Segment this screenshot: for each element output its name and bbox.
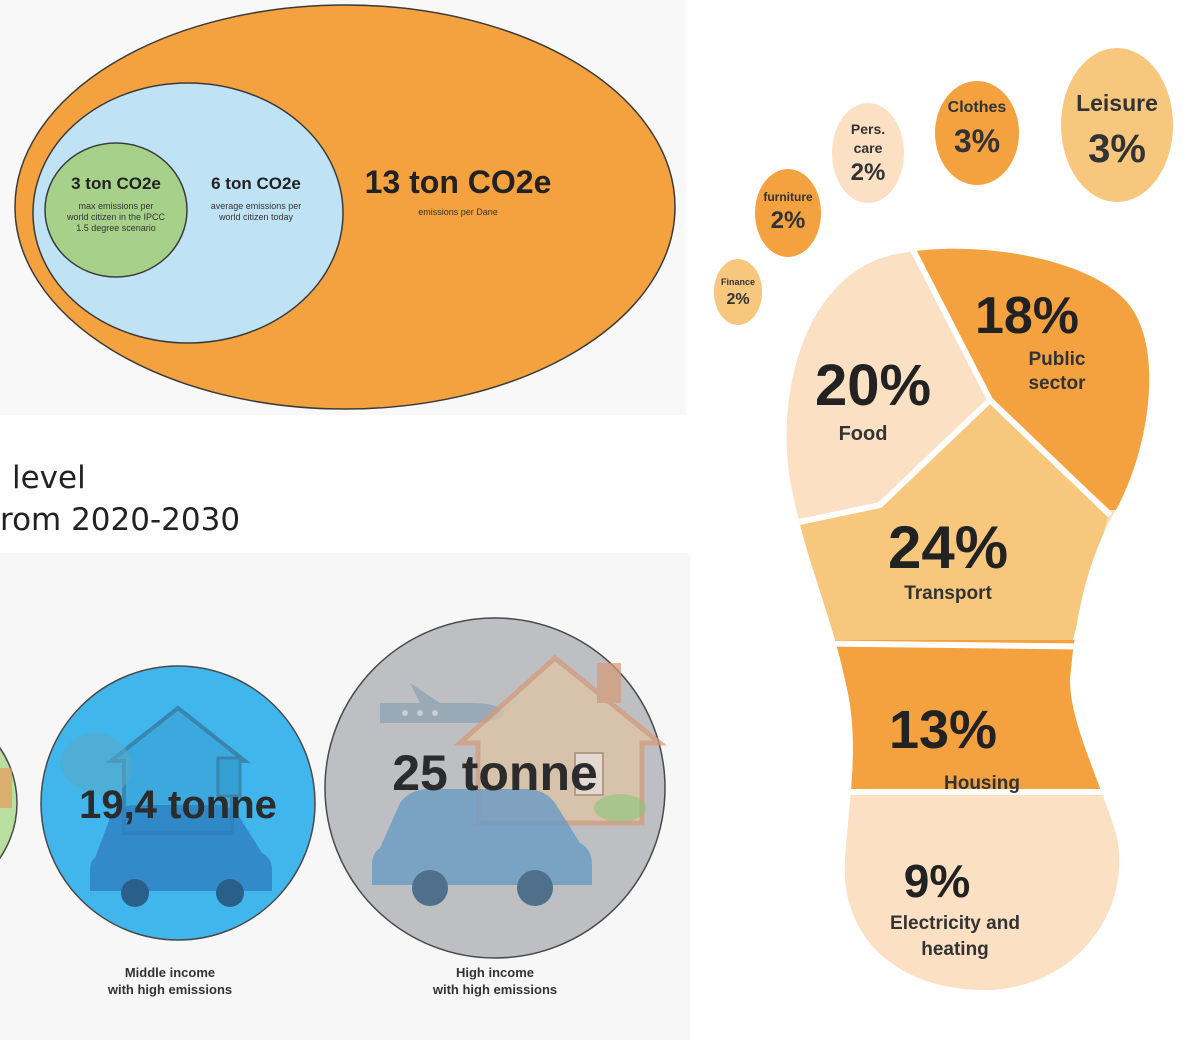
transport-pct: 24% bbox=[888, 514, 1008, 581]
electricity-pct: 9% bbox=[904, 855, 970, 907]
middle-income-value: 19,4 tonne bbox=[79, 783, 277, 827]
footprint-diagram: Finance 2% furniture 2% Pers. care 2% Cl… bbox=[690, 0, 1201, 1040]
public-sector-label-1: Public bbox=[1028, 349, 1085, 370]
outer-desc-1: emissions per Dane bbox=[418, 207, 498, 217]
toe-furniture: furniture 2% bbox=[755, 169, 821, 257]
transport-label: Transport bbox=[904, 583, 992, 604]
toe-finance: Finance 2% bbox=[714, 259, 762, 325]
housing-pct: 13% bbox=[889, 700, 997, 760]
toe-pers-care-label-2: care bbox=[854, 140, 883, 156]
toe-leisure-label: Leisure bbox=[1076, 90, 1158, 116]
tree-icon bbox=[60, 732, 132, 796]
inner-desc-3: 1.5 degree scenario bbox=[76, 223, 156, 233]
toe-pers-care-pct: 2% bbox=[851, 159, 886, 186]
divider bbox=[786, 639, 1150, 651]
high-income-value: 25 tonne bbox=[392, 745, 598, 801]
toe-furniture-pct: 2% bbox=[771, 207, 806, 234]
toe-leisure: Leisure 3% bbox=[1061, 48, 1173, 202]
middle-income-label-1: Middle income bbox=[125, 965, 215, 980]
high-income-label-2: with high emissions bbox=[432, 982, 557, 997]
public-sector-pct: 18% bbox=[975, 287, 1079, 345]
toe-clothes: Clothes 3% bbox=[935, 81, 1019, 185]
toe-pers-care: Pers. care 2% bbox=[832, 103, 904, 203]
public-sector-label-2: sector bbox=[1028, 373, 1086, 394]
toe-finance-pct: 2% bbox=[726, 291, 749, 308]
middle-income-label-2: with high emissions bbox=[107, 982, 232, 997]
car-icon bbox=[372, 789, 592, 906]
housing-label: Housing bbox=[944, 773, 1020, 794]
caption-fragment: level rom 2020-2030 bbox=[0, 440, 686, 550]
bush-icon bbox=[594, 794, 646, 822]
inner-desc-2: world citizen in the IPCC bbox=[66, 212, 166, 222]
toe-furniture-label: furniture bbox=[763, 190, 813, 204]
middle-value: 6 ton CO2e bbox=[211, 174, 301, 193]
plane-icon bbox=[380, 683, 505, 723]
middle-desc-2: world citizen today bbox=[218, 212, 294, 222]
low-income-circle bbox=[0, 746, 18, 860]
toe-clothes-pct: 3% bbox=[954, 123, 1000, 159]
income-emissions-panel: 19,4 tonne 25 bbox=[0, 553, 690, 1040]
car-icon bbox=[90, 805, 272, 907]
inner-value: 3 ton CO2e bbox=[71, 174, 161, 193]
high-income-label-1: High income bbox=[456, 965, 534, 980]
toe-pers-care-label-1: Pers. bbox=[851, 121, 885, 137]
food-label: Food bbox=[839, 423, 888, 445]
divider bbox=[786, 397, 993, 548]
food-pct: 20% bbox=[815, 353, 931, 418]
caption-line-1: level bbox=[12, 460, 86, 496]
middle-desc-1: average emissions per bbox=[211, 201, 302, 211]
electricity-label-1: Electricity and bbox=[890, 913, 1020, 934]
toe-clothes-label: Clothes bbox=[948, 99, 1007, 116]
electricity-label-2: heating bbox=[921, 939, 989, 960]
inner-desc-1: max emissions per bbox=[78, 201, 153, 211]
caption-line-2: rom 2020-2030 bbox=[0, 502, 241, 538]
toe-leisure-pct: 3% bbox=[1088, 127, 1146, 171]
emissions-ellipse-diagram: 3 ton CO2e max emissions per world citiz… bbox=[0, 0, 686, 415]
inner-ellipse bbox=[44, 142, 188, 278]
toe-finance-label: Finance bbox=[721, 277, 755, 287]
high-income-circle: 25 tonne bbox=[324, 617, 668, 959]
middle-income-circle: 19,4 tonne bbox=[40, 665, 316, 941]
outer-value: 13 ton CO2e bbox=[365, 164, 552, 200]
